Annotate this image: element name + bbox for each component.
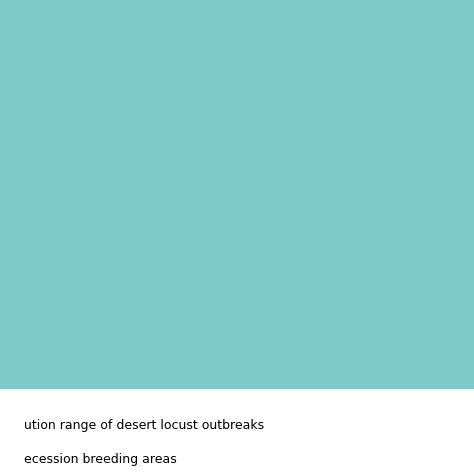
Text: ution range of desert locust outbreaks: ution range of desert locust outbreaks [24,419,264,431]
Text: ecession breeding areas: ecession breeding areas [24,453,176,465]
